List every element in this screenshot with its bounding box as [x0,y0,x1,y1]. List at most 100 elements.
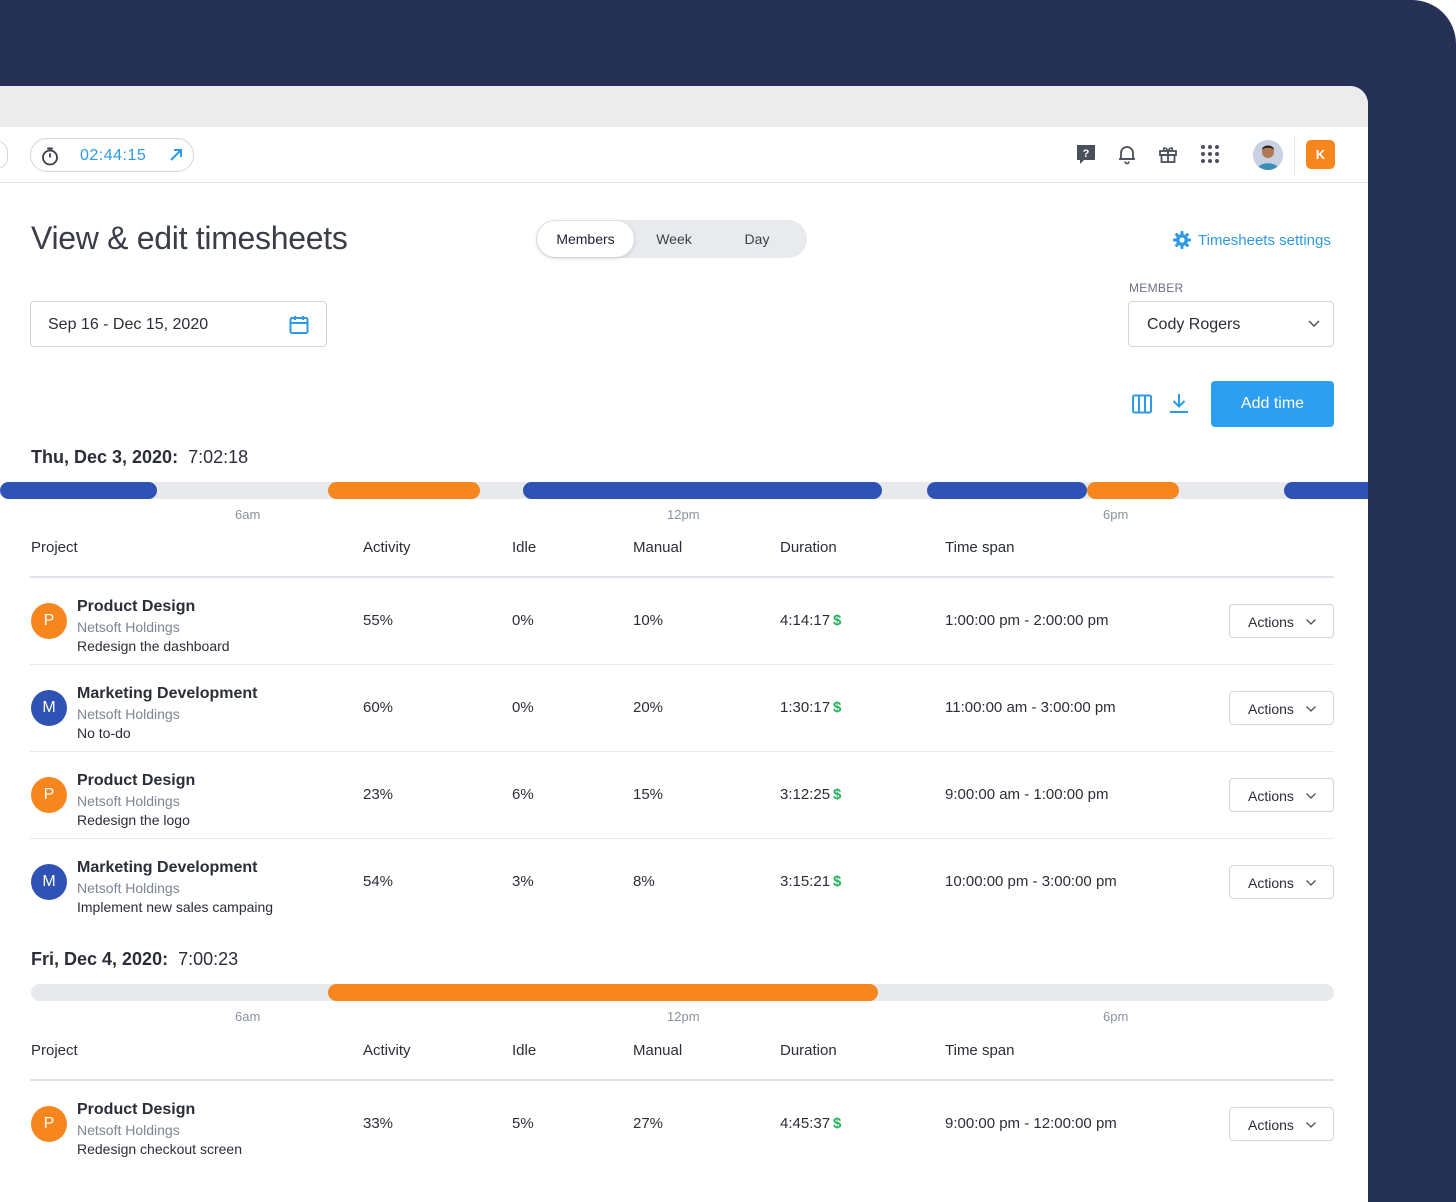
timer-value: 02:44:15 [80,147,147,164]
actions-label: Actions [1248,614,1294,630]
column-header-duration: Duration [780,539,837,556]
back-button[interactable] [0,141,8,169]
idle-value: 3% [512,873,534,890]
tick-label: 6pm [1103,507,1129,522]
page-title: View & edit timesheets [31,220,348,256]
time-span-value: 1:00:00 pm - 2:00:00 pm [945,612,1109,629]
row-divider [30,838,1334,839]
duration-value: 3:12:25 [780,786,831,803]
settings-label: Timesheets settings [1198,231,1331,249]
idle-value: 5% [512,1115,534,1132]
chevron-down-icon [1306,706,1316,712]
user-avatar[interactable] [1253,140,1283,170]
add-time-button[interactable]: Add time [1211,381,1334,427]
timeline-segment[interactable] [926,482,1087,499]
calendar-icon[interactable] [288,314,310,336]
day-date: Fri, Dec 4, 2020: [31,949,169,969]
client-name: Netsoft Holdings [77,706,180,722]
stopwatch-icon [42,147,58,166]
billable-icon: $ [833,699,842,716]
gear-icon [1173,231,1191,249]
timeline-segment[interactable] [1086,482,1179,499]
idle-value: 0% [512,612,534,629]
tick-label: 6am [235,1009,261,1024]
client-name: Netsoft Holdings [77,793,180,809]
download-icon[interactable] [1168,392,1190,414]
organization-badge[interactable]: K [1306,140,1335,169]
column-header-project: Project [31,539,78,556]
day-timeline[interactable] [0,482,1368,499]
tab-week[interactable]: Week [656,231,692,247]
actions-label: Actions [1248,701,1294,717]
timesheets-settings-link[interactable]: Timesheets settings [1172,229,1331,251]
activity-value: 33% [363,1115,394,1132]
timeline-segment[interactable] [0,482,158,499]
manual-value: 15% [633,786,664,803]
todo-name: Implement new sales campaing [77,899,274,915]
gift-icon[interactable] [1157,143,1179,165]
project-name: Product Design [77,772,196,789]
idle-value: 0% [512,699,534,716]
day-date: Thu, Dec 3, 2020: [31,447,179,467]
time-span-value: 11:00:00 am - 3:00:00 pm [945,699,1116,716]
duration-cell: 4:14:17 $ [780,612,841,629]
day-timeline[interactable] [31,984,1334,1001]
actions-button[interactable]: Actions [1229,691,1334,725]
day-total: 7:02:18 [188,447,249,467]
timeline-segment[interactable] [327,984,879,1001]
tick-label: 6am [235,507,261,522]
tab-members[interactable]: Members [537,221,634,257]
timeline-segment[interactable] [523,482,882,499]
duration-value: 4:45:37 [780,1115,831,1132]
project-avatar: M [31,690,67,726]
project-avatar: P [31,603,67,639]
column-header-time-span: Time span [945,539,1015,556]
date-range-value: Sep 16 - Dec 15, 2020 [48,316,209,333]
tab-day[interactable]: Day [744,231,770,247]
billable-icon: $ [833,612,842,629]
view-switcher: Members Week Day [536,220,807,258]
timeline-segment[interactable] [327,482,480,499]
duration-cell: 1:30:17 $ [780,699,841,716]
actions-button[interactable]: Actions [1229,604,1334,638]
header-rule [30,576,1334,578]
timeline-segment[interactable] [1283,482,1368,499]
idle-value: 6% [512,786,534,803]
duration-value: 1:30:17 [780,699,831,716]
timer-widget[interactable]: 02:44:15 [30,138,194,172]
todo-name: Redesign the dashboard [77,638,230,654]
columns-icon[interactable] [1131,393,1153,415]
help-icon[interactable]: ? [1075,143,1097,165]
actions-button[interactable]: Actions [1229,1107,1334,1141]
column-header-manual: Manual [633,539,683,556]
duration-cell: 3:12:25 $ [780,786,841,803]
browser-chrome [0,86,1368,127]
app-window: 02:44:15 ? [0,86,1368,1202]
bell-icon[interactable] [1116,143,1138,165]
activity-value: 23% [363,786,394,803]
column-header-manual: Manual [633,1042,683,1059]
date-range-picker[interactable]: Sep 16 - Dec 15, 2020 [30,301,327,347]
tick-label: 12pm [667,1009,700,1024]
time-span-value: 9:00:00 am - 1:00:00 pm [945,786,1109,803]
project-name: Product Design [77,598,196,615]
day-total: 7:00:23 [178,949,239,969]
chevron-down-icon [1306,619,1316,625]
client-name: Netsoft Holdings [77,619,180,635]
project-avatar: M [31,864,67,900]
actions-button[interactable]: Actions [1229,778,1334,812]
manual-value: 27% [633,1115,664,1132]
chevron-down-icon [1306,880,1316,886]
open-timer-icon[interactable] [167,146,185,164]
manual-value: 10% [633,612,664,629]
header-rule [30,1079,1334,1081]
top-bar: 02:44:15 ? [0,127,1368,183]
duration-value: 4:14:17 [780,612,831,629]
project-name: Product Design [77,1101,196,1118]
member-select[interactable]: Cody Rogers [1128,301,1334,347]
actions-button[interactable]: Actions [1229,865,1334,899]
column-header-duration: Duration [780,1042,837,1059]
apps-grid-icon[interactable] [1199,143,1221,165]
day-header: Thu, Dec 3, 2020: 7:02:18 [31,447,248,468]
member-label: MEMBER [1129,281,1184,295]
